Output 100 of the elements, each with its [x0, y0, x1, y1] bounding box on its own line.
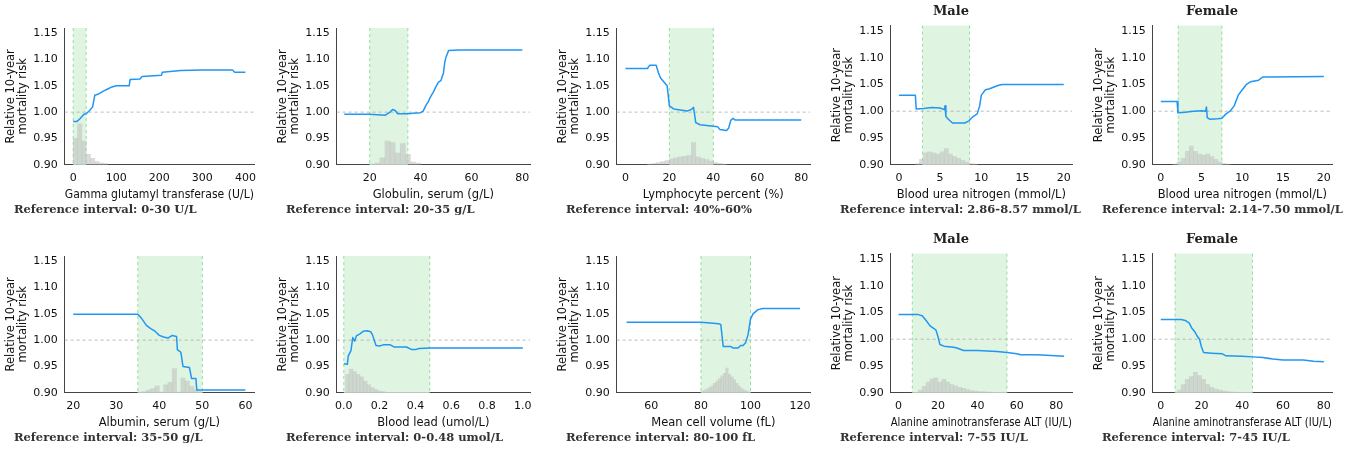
- y-tick-label: 1.00: [33, 333, 58, 346]
- y-tick-label: 0.90: [1121, 157, 1146, 171]
- x-tick-label: 20: [662, 171, 677, 185]
- text: Reference interval: 20-35 g/L: [285, 202, 476, 216]
- y-tick-label: 1.00: [305, 105, 330, 118]
- x-tick-label: 0: [895, 399, 903, 413]
- x-tick-label: 60: [464, 171, 479, 185]
- text: Reference interval: 40%-60%: [565, 202, 753, 216]
- y-tick-label: 1.05: [33, 78, 58, 92]
- y-tick-label: 1.15: [1121, 23, 1146, 37]
- x-tick-label: 0.0: [335, 399, 353, 413]
- y-tick-label: 0.95: [1121, 358, 1146, 372]
- x-tick-label: 60: [1276, 399, 1291, 413]
- y-tick-label: 0.90: [585, 157, 610, 171]
- y-tick-label: 0.95: [33, 359, 58, 373]
- text: Reference interval: 2.14-7.50 mmol/L: [1101, 202, 1344, 216]
- chart-title: Male: [932, 3, 970, 19]
- y-tick-label: 1.00: [1121, 104, 1146, 118]
- x-tick-label: 15: [1276, 171, 1291, 185]
- y-tick-label: 1.00: [585, 105, 610, 118]
- x-tick-label: 20: [1316, 171, 1331, 185]
- x-axis-title: Mean cell volume (fL): [651, 414, 776, 429]
- x-tick-label: 40: [1235, 399, 1250, 413]
- y-tick-label: 0.95: [1121, 130, 1146, 144]
- x-tick-label: 10: [974, 171, 989, 185]
- x-tick-label: 0.2: [370, 399, 389, 413]
- y-tick-label: 1.10: [33, 280, 58, 294]
- y-tick-label: 0.90: [305, 385, 330, 399]
- x-tick-label: 200: [148, 171, 170, 185]
- y-axis-title: Relative 10-year mortality risk: [1091, 275, 1118, 371]
- x-tick-label: 0: [1157, 399, 1165, 413]
- y-tick-label: 1.00: [859, 104, 884, 118]
- y-tick-label: 0.90: [33, 385, 58, 399]
- x-tick-label: 15: [1015, 171, 1030, 185]
- y-tick-label: 1.05: [859, 77, 884, 91]
- y-tick-label: 1.10: [1121, 278, 1146, 292]
- x-tick-label: 40: [413, 171, 428, 185]
- x-tick-label: 100: [740, 399, 762, 413]
- y-axis-title: Relative 10-year mortality risk: [829, 47, 856, 143]
- y-tick-label: 1.10: [33, 52, 58, 66]
- text: Reference interval: 7-45 IU/L: [1101, 430, 1291, 444]
- x-tick-label: 50: [195, 399, 210, 413]
- text: Reference interval: 0-0.48 umol/L: [285, 430, 504, 444]
- y-tick-label: 1.05: [585, 306, 610, 320]
- x-tick-label: 20: [66, 399, 81, 413]
- x-tick-label: 60: [644, 399, 659, 413]
- x-axis-title: Alanine aminotransferase ALT (IU/L): [890, 415, 1072, 430]
- y-tick-label: 1.15: [585, 26, 610, 40]
- y-tick-label: 0.95: [305, 131, 330, 145]
- x-tick-label: 0: [69, 171, 77, 185]
- x-axis-title: Albumin, serum (g/L): [98, 414, 220, 429]
- x-tick-label: 100: [105, 171, 127, 185]
- x-tick-label: 80: [693, 399, 708, 413]
- x-tick-label: 40: [706, 171, 721, 185]
- x-tick-label: 10: [1235, 171, 1250, 185]
- x-tick-label: 20: [1056, 171, 1071, 185]
- x-tick-label: 0: [1157, 171, 1165, 185]
- x-axis-title: Blood urea nitrogen (mmol/L): [1157, 186, 1328, 201]
- x-tick-label: 5: [936, 171, 944, 185]
- y-tick-label: 1.00: [859, 332, 884, 346]
- chart-title: Female: [1185, 3, 1239, 19]
- text: Reference interval: 2.86-8.57 mmol/L: [839, 202, 1082, 216]
- x-tick-label: 120: [789, 399, 811, 413]
- x-tick-label: 80: [1316, 399, 1331, 413]
- y-tick-label: 1.00: [1121, 332, 1146, 346]
- y-tick-label: 1.15: [859, 251, 884, 265]
- x-tick-label: 40: [970, 399, 985, 413]
- y-tick-label: 0.95: [585, 131, 610, 145]
- x-axis-title: Alanine aminotransferase ALT (IU/L): [1152, 415, 1332, 430]
- x-tick-label: 60: [1009, 399, 1024, 413]
- y-tick-label: 1.00: [33, 105, 58, 118]
- y-tick-label: 1.10: [1121, 50, 1146, 64]
- y-tick-label: 1.05: [305, 78, 330, 92]
- x-tick-label: 80: [515, 171, 530, 185]
- x-axis-title: Lymphocyte percent (%): [642, 186, 784, 201]
- y-tick-label: 1.15: [859, 23, 884, 37]
- y-tick-label: 0.95: [859, 130, 884, 144]
- y-tick-label: 1.10: [859, 50, 884, 64]
- y-tick-label: 1.00: [585, 333, 610, 346]
- y-tick-label: 0.95: [585, 359, 610, 373]
- x-tick-label: 5: [1198, 171, 1206, 185]
- x-axis-title: Blood urea nitrogen (mmol/L): [896, 186, 1067, 201]
- y-tick-label: 1.05: [585, 78, 610, 92]
- chart-title: Male: [932, 231, 970, 247]
- y-tick-label: 1.00: [305, 333, 330, 346]
- y-tick-label: 1.10: [305, 52, 330, 66]
- y-tick-label: 1.15: [305, 254, 330, 268]
- y-tick-label: 1.15: [33, 254, 58, 268]
- x-tick-label: 1.0: [514, 399, 532, 413]
- y-axis-title: Relative 10-year mortality risk: [555, 276, 582, 372]
- y-tick-label: 0.95: [305, 359, 330, 373]
- y-tick-label: 0.90: [859, 157, 884, 171]
- chart-title: Female: [1185, 231, 1239, 247]
- x-tick-label: 300: [191, 171, 213, 185]
- y-axis-title: Relative 10-year mortality risk: [555, 48, 582, 144]
- x-axis-title: Blood lead (umol/L): [377, 414, 490, 429]
- x-tick-label: 20: [1194, 399, 1209, 413]
- y-axis-title: Relative 10-year mortality risk: [3, 48, 30, 144]
- y-tick-label: 0.95: [859, 358, 884, 372]
- y-axis-title: Relative 10-year mortality risk: [275, 48, 302, 144]
